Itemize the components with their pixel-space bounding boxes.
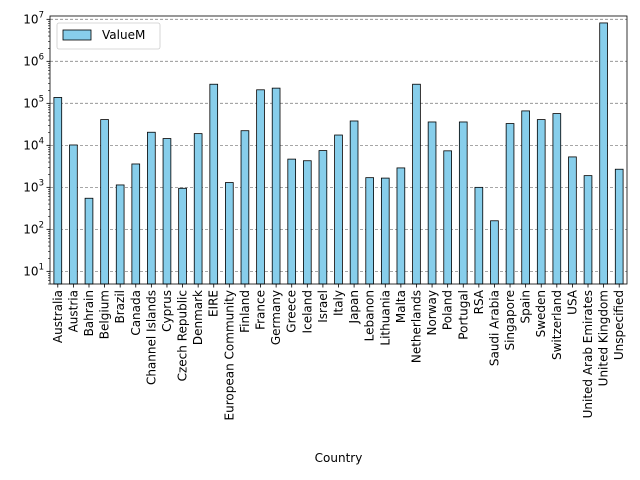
x-tick-label: Norway bbox=[425, 290, 439, 336]
x-tick-label: Malta bbox=[394, 290, 408, 323]
x-tick-label: Finland bbox=[238, 290, 252, 333]
y-tick-label: 104 bbox=[23, 136, 44, 152]
bar-denmark bbox=[193, 133, 203, 285]
bar-lebanon bbox=[365, 177, 374, 285]
x-tick-label: Portugal bbox=[456, 290, 470, 340]
bar-bahrain bbox=[84, 197, 94, 285]
x-tick-label: Bahrain bbox=[82, 290, 96, 336]
x-tick-label: Switzerland bbox=[550, 290, 564, 360]
legend-label: ValueM bbox=[102, 28, 145, 42]
x-axis-label: Country bbox=[315, 451, 363, 465]
bar-finland bbox=[240, 130, 250, 285]
x-tick-label: Canada bbox=[129, 290, 143, 336]
legend-box bbox=[56, 22, 161, 50]
bar-united-kingdom bbox=[599, 22, 608, 285]
bar-greece bbox=[287, 158, 297, 285]
bar-saudi-arabia bbox=[490, 220, 499, 285]
bar-austria bbox=[69, 144, 78, 285]
x-tick-label: Unspecified bbox=[612, 290, 626, 360]
y-tick-label: 107 bbox=[23, 10, 44, 26]
x-tick-label: European Community bbox=[222, 290, 236, 420]
bar-singapore bbox=[505, 123, 515, 285]
bar-channel-islands bbox=[147, 131, 156, 285]
x-tick-label: Lithuania bbox=[378, 290, 392, 346]
bar-sweden bbox=[536, 119, 546, 285]
y-tick-label: 105 bbox=[23, 94, 44, 110]
bars bbox=[53, 22, 624, 285]
y-tick-label: 103 bbox=[23, 178, 44, 194]
x-tick-label: RSA bbox=[472, 289, 486, 314]
bar-malta bbox=[396, 167, 406, 285]
x-tick-label: Israel bbox=[316, 290, 330, 323]
x-tick-label: Germany bbox=[269, 290, 283, 345]
bar-france bbox=[256, 89, 265, 285]
bar-czech-republic bbox=[178, 187, 187, 285]
bar-switzerland bbox=[552, 113, 562, 285]
x-tick-label: Austria bbox=[66, 290, 80, 332]
x-tick-label: Iceland bbox=[300, 290, 314, 333]
x-axis: Australia Austria Bahrain Belgium Brazil Cana… bbox=[51, 284, 626, 420]
bar-portugal bbox=[458, 121, 468, 285]
x-tick-label: Cyprus bbox=[160, 290, 174, 332]
x-tick-label: United Kingdom bbox=[597, 290, 611, 386]
x-tick-label: Channel Islands bbox=[144, 290, 158, 385]
x-tick-label: Singapore bbox=[503, 290, 517, 351]
y-tick-label: 102 bbox=[23, 220, 44, 236]
x-tick-label: Denmark bbox=[191, 290, 205, 345]
bar-united-arab-emirates bbox=[583, 175, 593, 285]
bar-poland bbox=[443, 150, 452, 285]
x-tick-label: Greece bbox=[285, 290, 299, 333]
bar-cyprus bbox=[162, 138, 172, 285]
x-tick-label: Lebanon bbox=[363, 290, 377, 341]
bar-israel bbox=[318, 150, 328, 285]
bar-eire bbox=[209, 83, 219, 285]
bar-netherlands bbox=[412, 83, 421, 285]
bar-belgium bbox=[100, 119, 109, 285]
x-tick-label: Saudi Arabia bbox=[487, 290, 501, 366]
x-tick-label: Italy bbox=[332, 290, 346, 316]
bar-rsa bbox=[474, 186, 484, 285]
bar-unspecified bbox=[614, 168, 624, 285]
bar-usa bbox=[568, 156, 577, 285]
x-tick-label: USA bbox=[565, 289, 579, 315]
x-tick-label: United Arab Emirates bbox=[581, 290, 595, 418]
x-tick-label: Spain bbox=[519, 290, 533, 324]
bar-european-community bbox=[225, 182, 234, 285]
bar-lithuania bbox=[380, 177, 390, 285]
legend-swatch bbox=[62, 29, 92, 41]
x-tick-label: EIRE bbox=[207, 290, 221, 317]
bar-canada bbox=[131, 163, 141, 285]
bar-spain bbox=[521, 110, 530, 285]
bar-italy bbox=[334, 134, 343, 285]
bar-japan bbox=[349, 120, 359, 285]
legend: ValueM bbox=[56, 22, 161, 50]
x-tick-label: Sweden bbox=[534, 290, 548, 337]
y-axis: 101 102 103 104 105 106 107 bbox=[23, 10, 50, 285]
bar-australia bbox=[53, 97, 63, 285]
x-tick-label: Czech Republic bbox=[176, 290, 190, 381]
gridlines bbox=[50, 18, 627, 272]
bar-iceland bbox=[303, 160, 312, 285]
x-tick-label: Japan bbox=[347, 290, 361, 324]
x-tick-label: Australia bbox=[51, 290, 65, 343]
x-tick-label: France bbox=[254, 290, 268, 330]
bar-norway bbox=[427, 121, 437, 285]
y-tick-label: 106 bbox=[23, 52, 44, 68]
bar-brazil bbox=[115, 184, 125, 285]
x-tick-label: Brazil bbox=[113, 290, 127, 324]
x-tick-label: Belgium bbox=[98, 290, 112, 339]
y-tick-label: 101 bbox=[23, 262, 44, 278]
x-tick-label: Poland bbox=[441, 290, 455, 330]
bar-germany bbox=[271, 87, 281, 285]
x-tick-label: Netherlands bbox=[409, 290, 423, 363]
